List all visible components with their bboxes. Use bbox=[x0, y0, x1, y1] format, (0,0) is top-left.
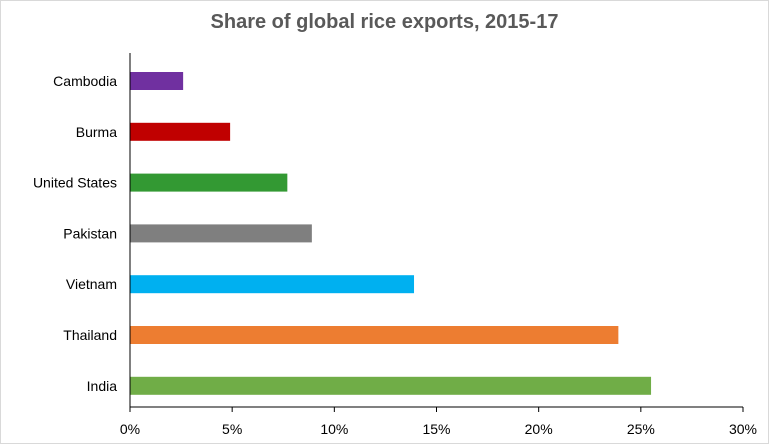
y-tick-label-united-states: United States bbox=[33, 175, 117, 191]
y-tick-label-vietnam: Vietnam bbox=[66, 276, 117, 292]
x-tick-label: 5% bbox=[222, 421, 242, 437]
bar-burma bbox=[130, 122, 231, 141]
bar-vietnam bbox=[130, 275, 415, 294]
bar-thailand bbox=[130, 326, 619, 344]
y-tick-label-cambodia: Cambodia bbox=[53, 73, 117, 89]
x-tick-label: 25% bbox=[627, 421, 655, 437]
x-tick-label: 0% bbox=[120, 421, 140, 437]
y-tick-label-burma: Burma bbox=[76, 124, 117, 140]
bar-india bbox=[130, 376, 652, 395]
bar-pakistan bbox=[130, 224, 312, 243]
bar-cambodia bbox=[130, 72, 184, 90]
y-tick-label-india: India bbox=[87, 378, 118, 394]
x-tick-label: 15% bbox=[422, 421, 450, 437]
y-tick-label-pakistan: Pakistan bbox=[63, 225, 117, 241]
x-tick-label: 10% bbox=[320, 421, 348, 437]
bars-group bbox=[130, 72, 652, 395]
y-axis-labels: Cambodia Burma United States Pakistan Vietna… bbox=[33, 73, 117, 394]
x-tick-label: 20% bbox=[525, 421, 553, 437]
x-axis-ticks: 0% 5% 10% 15% 20% 25% 30% bbox=[120, 407, 757, 437]
x-tick-label: 30% bbox=[729, 421, 757, 437]
bar-united-states bbox=[130, 173, 288, 192]
chart-title: Share of global rice exports, 2015-17 bbox=[210, 11, 559, 33]
y-tick-label-thailand: Thailand bbox=[63, 327, 117, 343]
